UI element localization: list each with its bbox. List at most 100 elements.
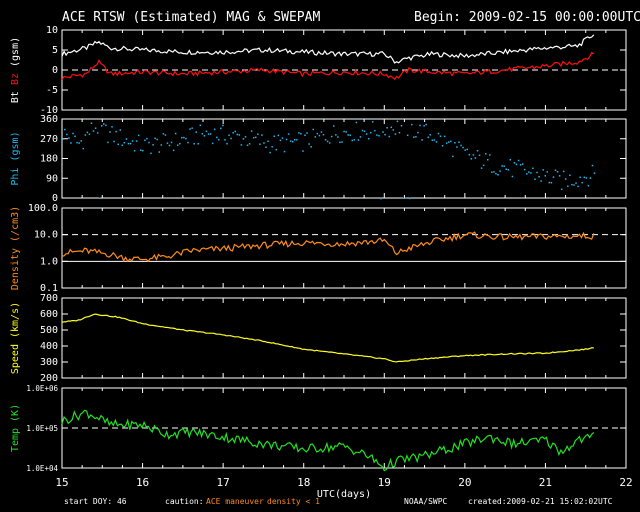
phi-point [427,136,429,139]
phi-point [523,168,526,171]
ylabel-part-1: Bz [10,73,21,91]
phi-point [345,131,347,133]
phi-point [209,133,212,135]
ytick-label-3-4: 300 [40,357,58,368]
xtick-label-0: 15 [55,476,68,489]
phi-point [411,123,413,126]
phi-point [460,144,462,147]
phi-point [140,149,142,151]
phi-point [74,135,76,138]
phi-point [591,164,594,167]
phi-point [170,141,173,144]
phi-point [135,140,138,142]
phi-point [390,126,393,129]
phi-point [119,129,121,131]
phi-point [263,142,265,144]
phi-point [493,171,495,173]
phi-point [353,139,356,141]
begin-timestamp: Begin: 2009-02-15 00:00:00UTC [414,10,640,25]
phi-point [117,143,119,146]
series-speed-line [61,313,594,363]
phi-point [291,140,294,143]
phi-point [447,141,450,143]
phi-point [363,130,366,133]
phi-point [392,129,395,131]
phi-point [174,132,177,135]
phi-point [105,124,107,127]
ytick-label-0-0: 10 [46,25,58,36]
phi-point [109,131,111,133]
phi-point [265,146,267,148]
phi-point [275,148,278,151]
phi-point [413,136,415,138]
phi-point [569,174,571,176]
phi-point [98,197,101,200]
phi-point [567,185,569,188]
phi-point [530,172,532,174]
phi-point [579,176,581,179]
phi-point [384,133,386,136]
ytick-label-2-0: 100.0 [28,203,58,214]
phi-point [179,142,181,145]
phi-point [137,134,140,137]
phi-point [150,152,152,155]
phi-point [316,132,319,135]
phi-point [565,178,567,180]
phi-point [279,139,282,142]
phi-point [64,128,66,131]
phi-point [439,135,442,138]
phi-point [127,142,130,145]
phi-point [552,176,555,178]
phi-point [261,134,263,136]
ytick-label-0-3: -5 [46,85,58,96]
phi-point [386,127,388,129]
phi-point [474,157,477,159]
phi-point [111,126,113,128]
phi-point [382,131,384,133]
phi-point [577,185,579,188]
phi-point [66,133,68,136]
phi-point [443,135,446,138]
phi-point [374,129,376,132]
ytick-label-2-3: 0.1 [40,283,58,294]
phi-point [573,184,575,186]
phi-point [257,133,259,135]
phi-point [213,128,216,131]
phi-point [230,137,232,140]
phi-point [146,137,148,140]
phi-point [304,134,306,136]
phi-point [320,131,323,133]
phi-point [335,134,337,136]
phi-point [326,140,329,143]
phi-point [489,154,491,156]
phi-point [554,169,557,171]
phi-point [166,142,169,144]
xtick-label-2: 17 [217,476,230,489]
phi-point [534,178,536,180]
phi-point [466,148,468,151]
phi-point [337,136,339,138]
phi-point [78,142,80,144]
phi-point [575,182,577,184]
phi-point [185,137,187,140]
phi-point [357,139,360,141]
phi-point [408,197,411,200]
phi-point [378,134,380,137]
ytick-label-4-2: 1.0E+04 [26,464,58,473]
phi-point [176,144,179,146]
phi-point [376,134,378,136]
x-axis-label: UTC(days) [317,489,371,500]
phi-point [388,135,390,138]
phi-point [583,176,586,179]
phi-point [199,124,202,127]
caution-ace-maneuver: ACE maneuver [206,497,264,506]
phi-point [509,158,512,161]
phi-point [242,138,245,140]
phi-point [164,134,167,136]
phi-point [121,144,124,147]
series-bz-line [61,51,595,80]
phi-point [526,173,528,175]
phi-point [152,144,154,146]
phi-point [318,134,321,137]
